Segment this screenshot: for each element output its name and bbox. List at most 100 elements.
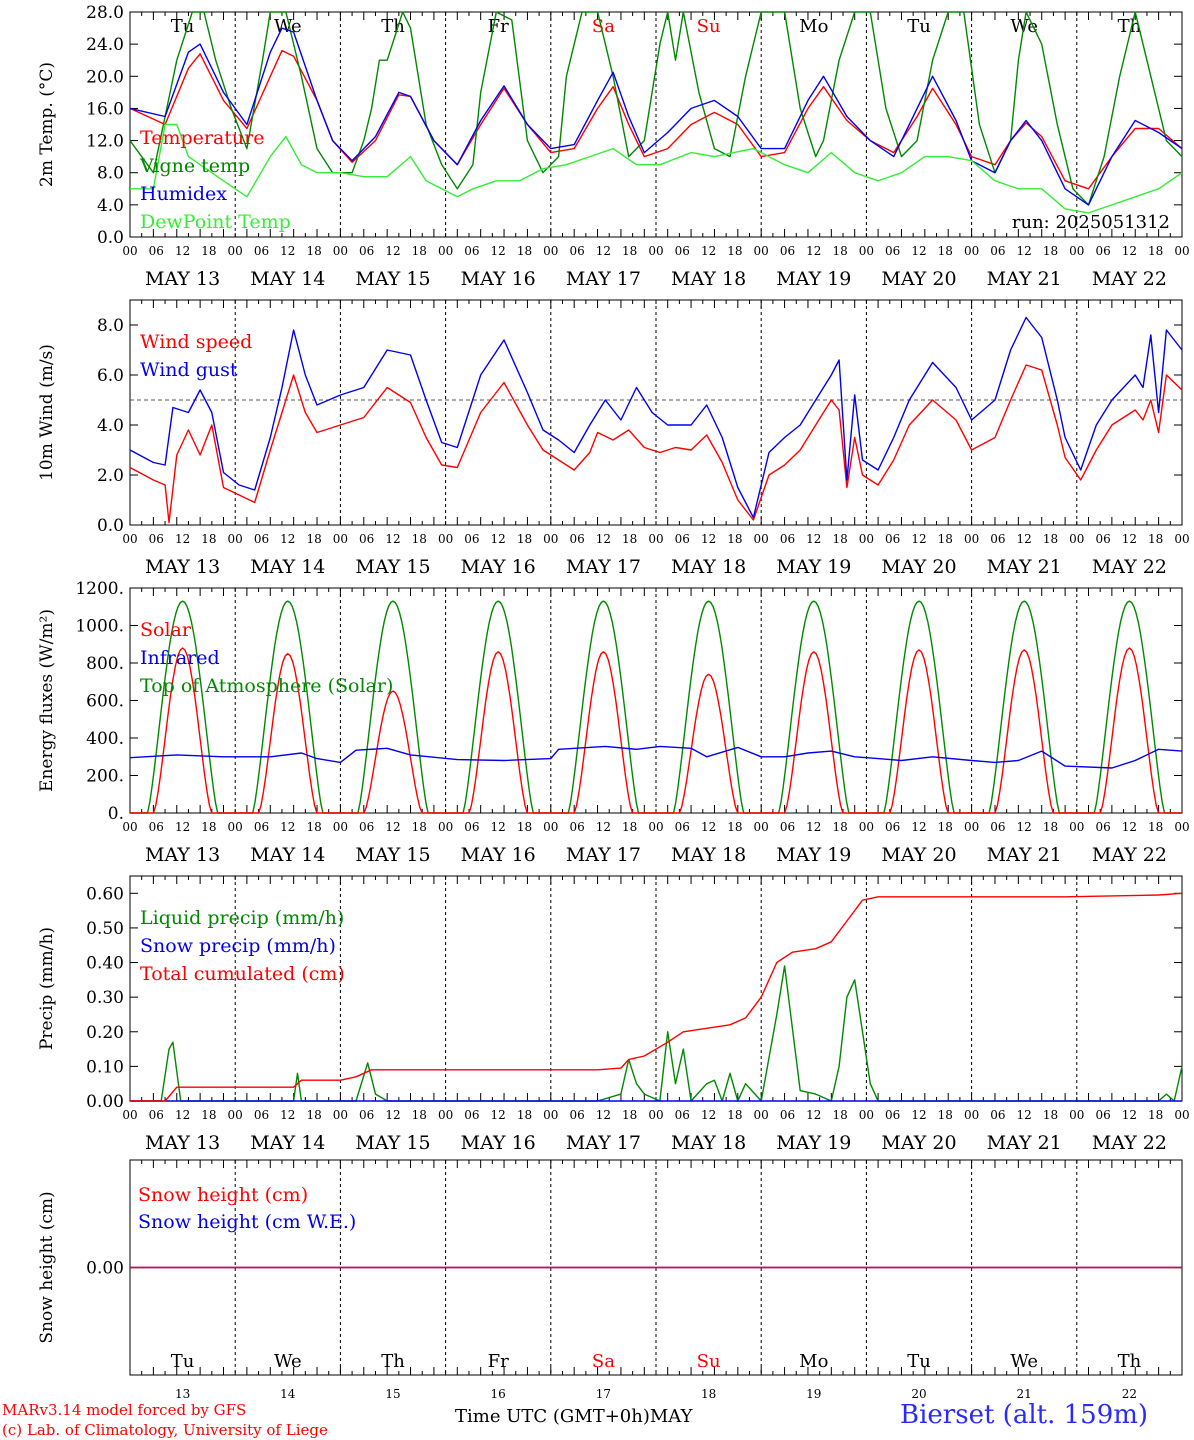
y-axis-label: Precip (mm/h): [37, 927, 57, 1050]
hour-tick-label: 12: [701, 244, 716, 258]
legend-entry: Snow precip (mm/h): [140, 935, 336, 957]
hour-tick-label: 12: [806, 244, 821, 258]
hour-tick-label: 18: [938, 1108, 953, 1122]
day-number-label: 22: [1122, 1387, 1137, 1401]
panel-frame: [129, 587, 1183, 814]
legend-entry: Vigne temp: [139, 155, 250, 177]
day-number-label: 14: [280, 1387, 296, 1401]
weekday-label: Sa: [592, 1351, 615, 1372]
y-tick-label: 0.60: [86, 884, 124, 904]
hour-tick-label: 12: [385, 244, 400, 258]
hour-tick-label: 00: [648, 1108, 663, 1122]
weekday-label: Su: [697, 16, 721, 37]
hour-tick-label: 12: [806, 820, 821, 834]
hour-tick-label: 00: [543, 244, 558, 258]
y-tick-label: 8.0: [97, 164, 124, 184]
hour-tick-label: 00: [859, 244, 874, 258]
hour-tick-label: 00: [228, 1108, 243, 1122]
day-label: MAY 15: [355, 268, 430, 290]
hour-tick-label: 06: [149, 244, 164, 258]
legend-entry: Total cumulated (cm): [140, 963, 345, 985]
hour-tick-label: 18: [517, 532, 532, 546]
y-tick-label: 1200.: [75, 579, 124, 599]
weekday-label: Th: [381, 1351, 405, 1372]
hour-tick-label: 00: [228, 244, 243, 258]
hour-tick-label: 00: [438, 820, 453, 834]
weekday-label: Mo: [799, 16, 828, 37]
weekday-label: Tu: [171, 1351, 195, 1372]
day-label: MAY 17: [566, 556, 641, 578]
hour-tick-label: 18: [517, 820, 532, 834]
legend-entry: Solar: [140, 619, 192, 641]
hour-tick-label: 00: [754, 244, 769, 258]
hour-tick-label: 06: [149, 1108, 164, 1122]
hour-tick-label: 12: [806, 1108, 821, 1122]
y-tick-label: 0.50: [86, 919, 124, 939]
hour-tick-label: 00: [859, 1108, 874, 1122]
hour-tick-label: 18: [727, 820, 742, 834]
hour-tick-label: 18: [412, 820, 427, 834]
day-label: MAY 22: [1092, 844, 1167, 866]
hour-tick-label: 06: [254, 532, 269, 546]
hour-tick-label: 00: [122, 244, 137, 258]
hour-tick-label: 12: [280, 244, 295, 258]
hour-tick-label: 00: [1174, 532, 1189, 546]
hour-tick-label: 18: [832, 1108, 847, 1122]
series-line: [129, 745, 1183, 769]
hour-tick-label: 12: [1122, 244, 1137, 258]
hour-tick-label: 00: [438, 1108, 453, 1122]
hour-tick-label: 12: [491, 1108, 506, 1122]
hour-tick-label: 06: [780, 1108, 795, 1122]
day-label: MAY 17: [566, 268, 641, 290]
hour-tick-label: 00: [543, 1108, 558, 1122]
hour-tick-label: 12: [806, 532, 821, 546]
hour-tick-label: 00: [438, 532, 453, 546]
series-line: [129, 364, 1183, 524]
hour-tick-label: 18: [832, 820, 847, 834]
hour-tick-label: 06: [149, 820, 164, 834]
hour-tick-label: 12: [1017, 244, 1032, 258]
hour-tick-label: 06: [990, 244, 1005, 258]
day-label: MAY 16: [461, 1132, 536, 1154]
hour-tick-label: 18: [727, 244, 742, 258]
hour-tick-label: 18: [517, 1108, 532, 1122]
y-tick-label: 1000.: [75, 617, 124, 637]
hour-tick-label: 12: [596, 244, 611, 258]
hour-tick-label: 12: [1122, 532, 1137, 546]
day-label: MAY 19: [776, 268, 851, 290]
hour-tick-label: 06: [1095, 820, 1110, 834]
series-line: [129, 49, 1183, 190]
hour-tick-label: 06: [780, 532, 795, 546]
day-label: MAY 16: [461, 844, 536, 866]
hour-tick-label: 18: [201, 532, 216, 546]
hour-tick-label: 18: [517, 244, 532, 258]
y-tick-label: 0.: [108, 804, 124, 824]
y-tick-label: 6.0: [97, 366, 124, 386]
hour-tick-label: 18: [1043, 1108, 1058, 1122]
hour-tick-label: 18: [727, 532, 742, 546]
hour-tick-label: 06: [464, 532, 479, 546]
y-tick-label: 200.: [86, 767, 124, 787]
hour-tick-label: 00: [648, 532, 663, 546]
day-number-label: 19: [806, 1387, 821, 1401]
hour-tick-label: 12: [280, 1108, 295, 1122]
hour-tick-label: 06: [990, 532, 1005, 546]
hour-tick-label: 06: [569, 244, 584, 258]
day-label: MAY 18: [671, 1132, 746, 1154]
y-tick-label: 4.0: [97, 416, 124, 436]
day-label: MAY 19: [776, 556, 851, 578]
hour-tick-label: 12: [1017, 820, 1032, 834]
hour-tick-label: 00: [333, 244, 348, 258]
hour-tick-label: 06: [885, 244, 900, 258]
weekday-label: Tu: [907, 1351, 931, 1372]
y-tick-label: 28.0: [86, 3, 124, 23]
hour-tick-label: 12: [701, 820, 716, 834]
hour-tick-label: 06: [780, 244, 795, 258]
y-tick-label: 600.: [86, 692, 124, 712]
hour-tick-label: 00: [1069, 532, 1084, 546]
hour-tick-label: 12: [491, 820, 506, 834]
day-label: MAY 21: [987, 268, 1062, 290]
hour-tick-label: 06: [464, 244, 479, 258]
hour-tick-label: 00: [228, 532, 243, 546]
weekday-label: Th: [1118, 1351, 1142, 1372]
